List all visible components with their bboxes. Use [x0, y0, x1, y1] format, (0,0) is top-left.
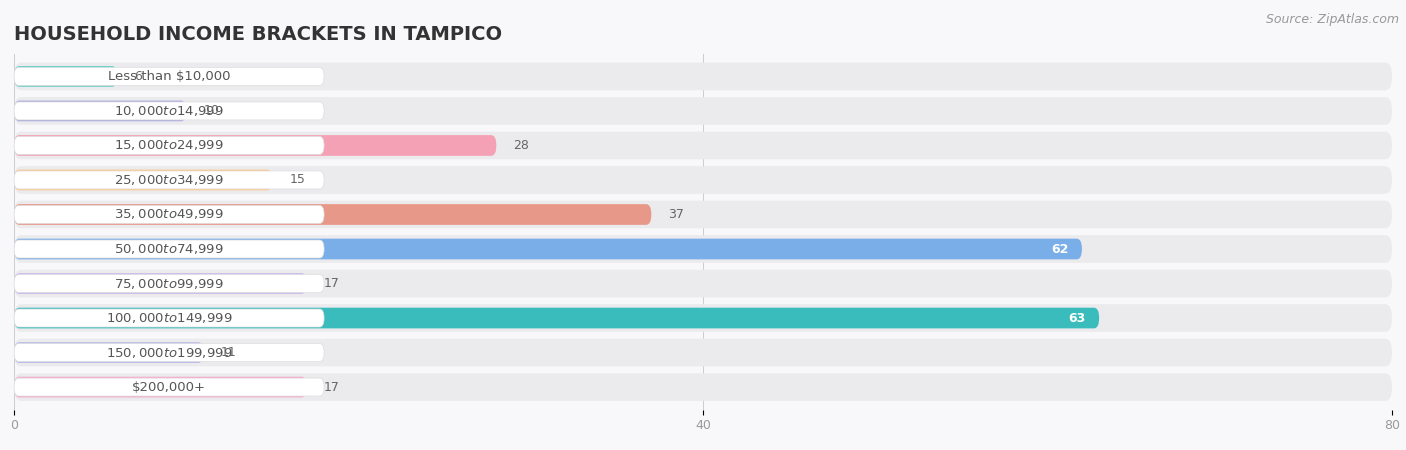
- Text: HOUSEHOLD INCOME BRACKETS IN TAMPICO: HOUSEHOLD INCOME BRACKETS IN TAMPICO: [14, 25, 502, 44]
- FancyBboxPatch shape: [14, 102, 325, 120]
- Text: 15: 15: [290, 174, 305, 186]
- FancyBboxPatch shape: [14, 373, 1392, 401]
- Text: $100,000 to $149,999: $100,000 to $149,999: [105, 311, 232, 325]
- FancyBboxPatch shape: [14, 238, 1083, 259]
- FancyBboxPatch shape: [14, 132, 1392, 159]
- FancyBboxPatch shape: [14, 201, 1392, 228]
- Text: $150,000 to $199,999: $150,000 to $199,999: [105, 346, 232, 360]
- Text: $25,000 to $34,999: $25,000 to $34,999: [114, 173, 224, 187]
- FancyBboxPatch shape: [14, 274, 325, 292]
- FancyBboxPatch shape: [14, 339, 1392, 366]
- FancyBboxPatch shape: [14, 378, 325, 396]
- FancyBboxPatch shape: [14, 136, 325, 154]
- Text: 63: 63: [1069, 311, 1085, 324]
- FancyBboxPatch shape: [14, 304, 1392, 332]
- Text: 28: 28: [513, 139, 530, 152]
- FancyBboxPatch shape: [14, 66, 118, 87]
- Text: $50,000 to $74,999: $50,000 to $74,999: [114, 242, 224, 256]
- FancyBboxPatch shape: [14, 101, 186, 122]
- FancyBboxPatch shape: [14, 68, 325, 86]
- FancyBboxPatch shape: [14, 377, 307, 397]
- Text: 37: 37: [669, 208, 685, 221]
- Text: Less than $10,000: Less than $10,000: [108, 70, 231, 83]
- FancyBboxPatch shape: [14, 97, 1392, 125]
- Text: 6: 6: [135, 70, 142, 83]
- FancyBboxPatch shape: [14, 171, 325, 189]
- Text: 62: 62: [1050, 243, 1069, 256]
- Text: 17: 17: [325, 277, 340, 290]
- FancyBboxPatch shape: [14, 344, 325, 361]
- Text: 10: 10: [204, 104, 219, 117]
- FancyBboxPatch shape: [14, 235, 1392, 263]
- FancyBboxPatch shape: [14, 342, 204, 363]
- FancyBboxPatch shape: [14, 273, 307, 294]
- FancyBboxPatch shape: [14, 170, 273, 190]
- FancyBboxPatch shape: [14, 166, 1392, 194]
- FancyBboxPatch shape: [14, 309, 325, 327]
- FancyBboxPatch shape: [14, 135, 496, 156]
- Text: $35,000 to $49,999: $35,000 to $49,999: [114, 207, 224, 221]
- Text: $15,000 to $24,999: $15,000 to $24,999: [114, 139, 224, 153]
- FancyBboxPatch shape: [14, 206, 325, 224]
- FancyBboxPatch shape: [14, 270, 1392, 297]
- FancyBboxPatch shape: [14, 308, 1099, 328]
- FancyBboxPatch shape: [14, 240, 325, 258]
- FancyBboxPatch shape: [14, 204, 651, 225]
- Text: $10,000 to $14,999: $10,000 to $14,999: [114, 104, 224, 118]
- Text: 11: 11: [221, 346, 236, 359]
- Text: $75,000 to $99,999: $75,000 to $99,999: [114, 276, 224, 291]
- Text: $200,000+: $200,000+: [132, 381, 207, 394]
- FancyBboxPatch shape: [14, 63, 1392, 90]
- Text: 17: 17: [325, 381, 340, 394]
- Text: Source: ZipAtlas.com: Source: ZipAtlas.com: [1265, 14, 1399, 27]
